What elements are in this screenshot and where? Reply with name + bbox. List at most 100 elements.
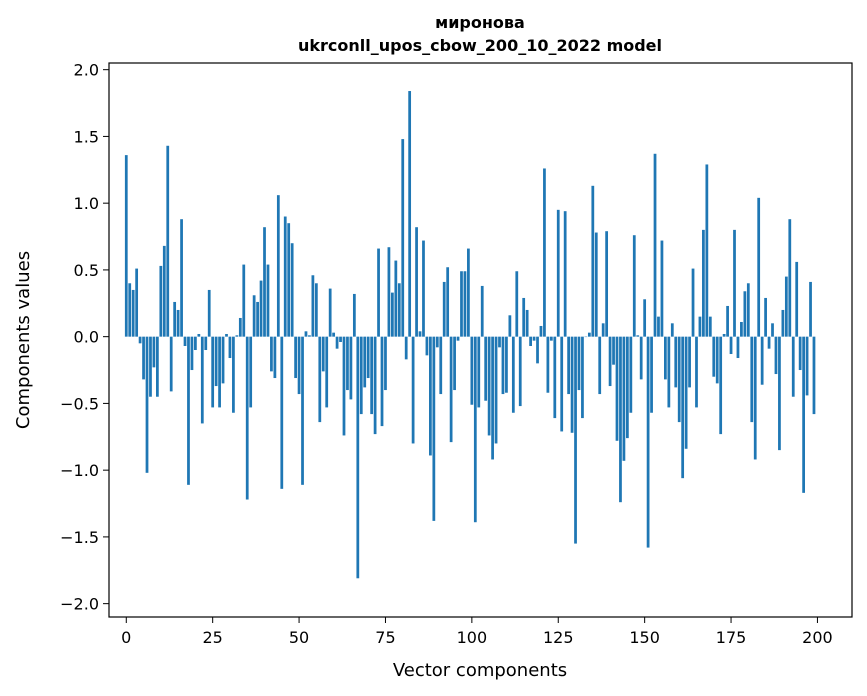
bar-151 [646, 336, 650, 548]
bar-145 [625, 336, 629, 439]
bar-79 [397, 283, 401, 337]
bar-176 [733, 229, 736, 337]
bar-131 [577, 336, 581, 391]
bar-172 [719, 336, 723, 435]
bar-175 [729, 336, 733, 355]
bar-192 [788, 219, 792, 337]
bar-32 [235, 335, 239, 337]
bar-56 [318, 336, 322, 423]
bar-87 [425, 336, 429, 356]
bar-84 [415, 227, 418, 337]
x-tick-label: 75 [375, 628, 395, 647]
x-tick-label: 175 [716, 628, 747, 647]
y-tick-label: 0.5 [74, 261, 99, 280]
bar-113 [515, 271, 519, 337]
bar-164 [691, 268, 695, 337]
bar-3 [135, 268, 139, 337]
bar-35 [245, 336, 249, 500]
bar-144 [622, 336, 626, 461]
bar-42 [270, 336, 273, 372]
bar-135 [591, 185, 595, 337]
bar-53 [308, 335, 311, 337]
bar-132 [581, 336, 584, 419]
bar-171 [715, 336, 719, 384]
bar-58 [325, 336, 329, 408]
bar-110 [505, 336, 508, 393]
bar-136 [594, 232, 598, 337]
bar-37 [252, 295, 256, 337]
bar-173 [722, 333, 726, 337]
bar-199 [812, 336, 816, 415]
bar-46 [283, 216, 287, 337]
bar-101 [473, 336, 477, 523]
bar-159 [674, 336, 678, 388]
bar-33 [238, 317, 242, 337]
y-tick-label: −2.0 [60, 595, 99, 614]
bar-126 [560, 336, 564, 432]
bar-6 [145, 336, 149, 473]
bar-48 [290, 243, 294, 337]
bar-142 [615, 336, 619, 441]
bar-134 [587, 332, 591, 337]
bar-198 [809, 281, 812, 337]
bar-111 [508, 315, 512, 337]
bar-116 [525, 309, 529, 337]
bar-68 [359, 336, 363, 415]
bar-41 [266, 264, 270, 337]
bar-74 [380, 336, 384, 427]
bar-102 [477, 336, 481, 408]
bar-52 [304, 331, 308, 337]
bar-63 [342, 336, 346, 436]
bar-147 [632, 235, 636, 337]
bar-128 [567, 336, 570, 395]
bar-187 [771, 323, 774, 337]
bar-18 [187, 336, 190, 485]
bar-76 [387, 247, 391, 337]
bar-137 [598, 336, 602, 395]
bar-124 [553, 336, 557, 419]
y-tick-label: −0.5 [60, 394, 99, 413]
bar-25 [211, 336, 215, 408]
bar-97 [460, 271, 463, 337]
x-tick-label: 0 [121, 628, 131, 647]
bar-154 [657, 316, 660, 337]
y-tick-label: 1.0 [74, 194, 99, 213]
bar-196 [802, 336, 805, 493]
bars-group [124, 91, 816, 579]
bar-15 [176, 309, 180, 337]
bar-67 [356, 336, 360, 579]
bar-155 [660, 240, 664, 337]
plot-frame [108, 62, 853, 618]
bar-55 [314, 283, 318, 337]
chart-title: миронова [435, 13, 525, 32]
bar-49 [294, 336, 297, 379]
bar-140 [608, 336, 612, 387]
bar-167 [702, 229, 705, 337]
bar-105 [487, 336, 491, 436]
y-tick-label: 1.5 [74, 127, 99, 146]
bar-181 [750, 336, 754, 423]
bar-112 [511, 336, 515, 413]
bar-153 [653, 153, 657, 337]
bar-183 [757, 197, 761, 337]
bar-139 [605, 231, 609, 337]
bar-195 [798, 336, 802, 371]
bar-96 [456, 336, 460, 341]
bar-118 [532, 336, 536, 341]
bar-94 [449, 336, 453, 443]
bar-114 [518, 336, 522, 407]
bar-1 [128, 283, 132, 337]
bar-123 [549, 336, 553, 341]
bar-141 [612, 336, 615, 365]
y-tick-label: −1.5 [60, 528, 99, 547]
bar-23 [204, 336, 208, 351]
bar-51 [301, 336, 304, 485]
bar-189 [778, 336, 781, 451]
bar-34 [242, 264, 246, 337]
bar-72 [373, 336, 377, 435]
bar-82 [408, 91, 412, 337]
bar-125 [556, 209, 560, 337]
bar-109 [501, 336, 505, 395]
bar-2 [131, 289, 135, 337]
